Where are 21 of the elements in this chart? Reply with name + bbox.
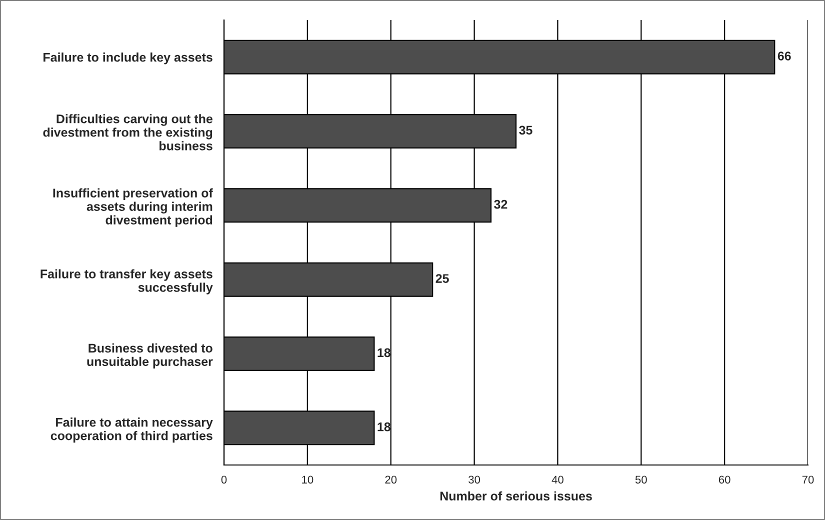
- data-label: 25: [436, 274, 449, 283]
- y-tick-label: Failure to include key assets: [44, 52, 212, 64]
- data-label: 18: [378, 422, 390, 432]
- x-tick-label: 60: [718, 476, 730, 484]
- x-tick-label: 70: [802, 476, 814, 484]
- x-tick-label: 40: [552, 476, 564, 484]
- x-axis-title: Number of serious issues: [440, 491, 592, 501]
- y-tick-label: Failure to attain necessary cooperation of third parties: [50, 418, 213, 443]
- x-tick-label: 0: [221, 476, 227, 484]
- data-label: 32: [494, 200, 508, 209]
- x-tick-label: 20: [385, 476, 397, 484]
- x-tick-label: 50: [635, 476, 647, 484]
- data-label: 66: [778, 52, 791, 60]
- data-label: 35: [519, 126, 532, 135]
- x-tick-label: 30: [468, 476, 480, 484]
- y-tick-label: Business divested to unsuitable purchaser: [87, 343, 213, 369]
- y-tick-label: Difficulties carving out the divestment from the existing business: [43, 114, 212, 150]
- y-tick-label: Failure to transfer key assets successfully: [40, 269, 213, 294]
- x-tick-label: 10: [302, 476, 314, 484]
- data-label: 18: [378, 348, 390, 358]
- y-tick-label: Insufficient preservation of assets during interim divestment period: [53, 188, 213, 227]
